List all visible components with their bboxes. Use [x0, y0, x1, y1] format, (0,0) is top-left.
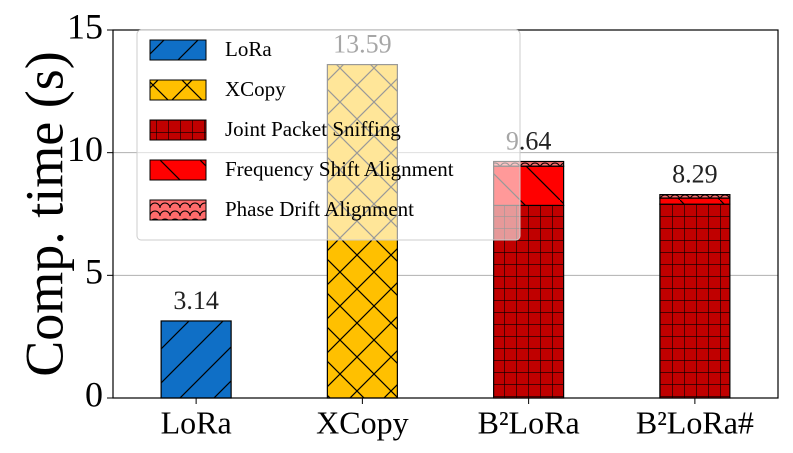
x-tick-label: B²LoRa# [636, 404, 754, 440]
total-label: 3.14 [173, 286, 219, 315]
x-tick-label: LoRa [161, 404, 232, 440]
legend-hatch [150, 40, 206, 60]
x-tick-label: B²LoRa [478, 404, 580, 440]
y-tick-label: 15 [67, 6, 103, 46]
legend-hatch [150, 200, 206, 220]
legend-box [136, 29, 521, 241]
x-tick-label: XCopy [316, 404, 408, 440]
bar-hatch [161, 320, 232, 398]
legend-label: Phase Drift Alignment [225, 197, 414, 221]
bar-hatch [659, 198, 730, 205]
total-label: 8.29 [672, 160, 718, 189]
bar-hatch [493, 161, 564, 167]
y-tick-label: 0 [85, 374, 103, 414]
bar-hatch [659, 204, 730, 398]
legend-hatch [150, 80, 206, 100]
y-tick-label: 10 [67, 129, 103, 169]
y-axis-label: Comp. time (s) [14, 51, 74, 376]
legend-label: Joint Packet Sniffing [225, 117, 401, 141]
legend-label: Frequency Shift Alignment [225, 157, 454, 181]
y-tick-label: 5 [85, 252, 103, 292]
legend-hatch [150, 120, 206, 140]
bar-hatch [659, 194, 730, 199]
legend-label: XCopy [225, 77, 286, 101]
legend-hatch [150, 160, 206, 180]
legend-label: LoRa [225, 37, 272, 61]
